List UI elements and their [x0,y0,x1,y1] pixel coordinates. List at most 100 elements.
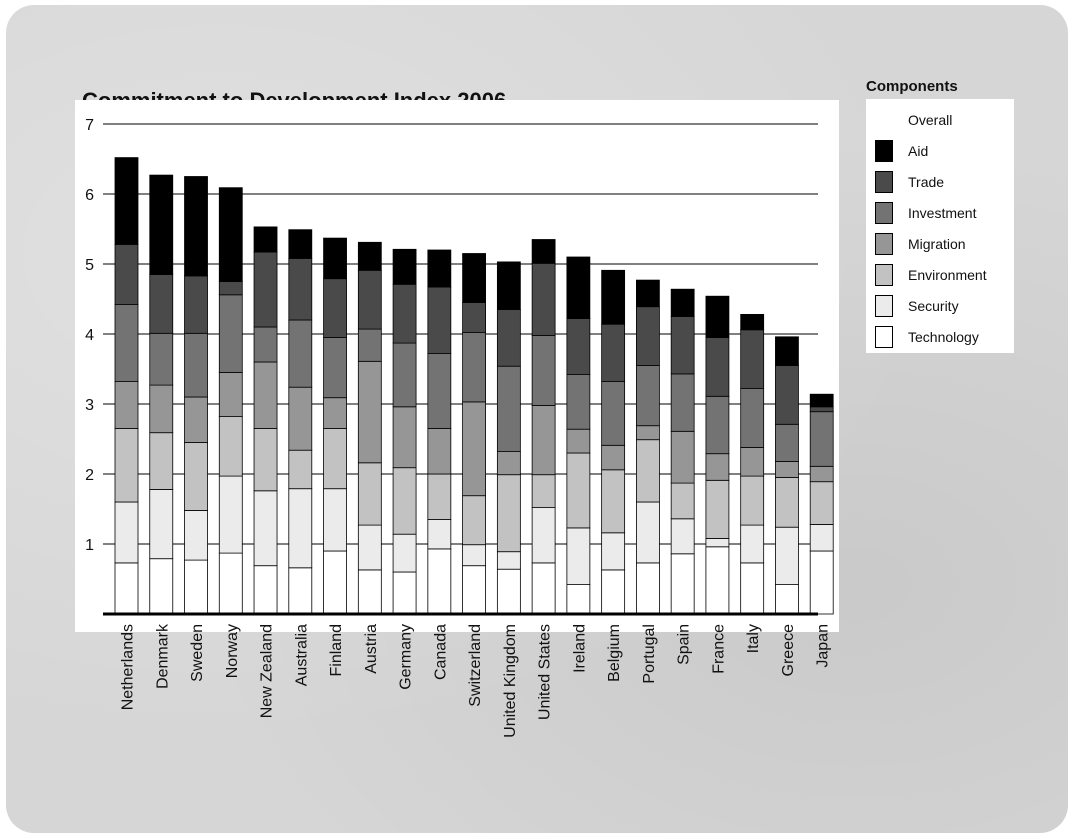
bar-belgium-migration [601,444,626,471]
bar-spain-investment [670,373,695,432]
bar-portugal-investment [636,365,660,427]
bar-united-kingdom-aid [496,261,521,310]
bar-finland-migration [323,397,347,429]
x-tick-label-germany: Germany [398,624,415,690]
bar-new-zealand-migration [253,361,278,429]
bar-canada-migration [427,428,452,475]
bar-finland-technology [323,550,347,615]
bar-germany-security [392,533,417,573]
bar-canada-security [427,519,452,550]
x-tick-label-ireland: Ireland [571,624,588,673]
legend-swatch-migration [875,233,893,255]
bar-united-states-migration [531,404,556,476]
bar-canada-environment [427,473,452,520]
bar-united-states-security [531,507,556,564]
bar-france-aid [705,295,730,338]
bar-canada-trade [427,286,452,355]
bar-belgium-security [601,532,626,571]
bar-portugal-environment [636,439,660,503]
x-tick-label-denmark: Denmark [154,623,171,689]
bar-austria-trade [357,269,382,330]
bar-japan-trade [809,406,834,413]
bar-united-states-technology [531,562,556,615]
bar-finland-aid [323,237,347,280]
x-tick-label-austria: Austria [363,624,380,674]
legend-swatch-security [875,295,893,317]
bar-belgium-trade [601,323,626,383]
bar-sweden-migration [184,396,208,443]
bar-greece-technology [775,584,799,615]
bar-switzerland-migration [462,401,487,497]
bar-finland-security [323,488,347,552]
bar-austria-aid [357,241,382,271]
bar-australia-technology [288,567,313,615]
bar-norway-trade [218,281,243,296]
legend-item-environment: Environment [875,264,1011,288]
x-tick-label-italy: Italy [745,624,762,653]
bar-portugal-trade [636,306,660,366]
bar-italy-security [740,524,765,564]
bar-greece-security [775,526,799,586]
bar-japan-investment [809,411,834,467]
y-tick-label-5: 5 [85,257,94,274]
bar-finland-trade [323,278,347,338]
x-tick-label-finland: Finland [328,624,345,676]
bar-new-zealand-environment [253,428,278,492]
bar-portugal-aid [636,279,660,308]
legend-swatch-technology [875,326,893,348]
x-tick-label-norway: Norway [224,624,241,678]
bar-australia-trade [288,257,313,321]
bar-austria-migration [357,360,382,464]
bar-ireland-security [566,527,591,586]
bar-united-states-aid [531,239,556,264]
bar-norway-migration [218,372,243,417]
bar-united-kingdom-security [496,551,521,570]
bar-belgium-aid [601,269,626,325]
legend-label-security: Security [908,298,959,314]
bar-new-zealand-technology [253,565,278,615]
y-tick-label-3: 3 [85,397,94,414]
bar-japan-technology [809,550,834,615]
legend-item-migration: Migration [875,233,1011,257]
bar-netherlands-aid [114,157,139,245]
x-tick-label-japan: Japan [815,624,832,668]
legend-label-trade: Trade [908,174,945,190]
bar-italy-trade [740,329,765,389]
x-tick-label-new-zealand: New Zealand [259,624,276,718]
bar-spain-aid [670,288,695,317]
legend-label-aid: Aid [908,143,929,159]
bar-united-kingdom-investment [496,365,521,453]
bar-netherlands-security [114,501,139,564]
bar-united-states-environment [531,474,556,509]
legend-label-overall: Overall [908,112,953,128]
bar-sweden-technology [184,559,208,615]
bar-united-states-trade [531,262,556,336]
legend-swatch-aid [875,140,893,162]
bar-switzerland-investment [462,332,487,403]
x-tick-label-france: France [710,624,727,674]
bar-new-zealand-investment [253,326,278,363]
bar-switzerland-technology [462,565,487,615]
bar-germany-investment [392,342,417,408]
x-tick-label-netherlands: Netherlands [120,624,137,710]
bar-germany-trade [392,283,417,344]
bar-switzerland-environment [462,495,487,546]
bar-finland-investment [323,337,347,399]
bar-sweden-trade [184,275,208,334]
bar-portugal-security [636,501,660,564]
bar-portugal-technology [636,562,660,615]
bar-belgium-environment [601,469,626,534]
bar-norway-environment [218,416,243,477]
bar-japan-migration [809,465,834,483]
bar-germany-aid [392,248,417,285]
y-tick-label-7: 7 [85,117,94,134]
bar-france-technology [705,546,730,615]
bar-france-migration [705,453,730,481]
bar-ireland-investment [566,374,591,430]
bar-spain-migration [670,430,695,484]
bar-spain-trade [670,316,695,375]
bar-france-environment [705,479,730,539]
bar-netherlands-migration [114,381,139,429]
bar-united-kingdom-environment [496,474,521,553]
